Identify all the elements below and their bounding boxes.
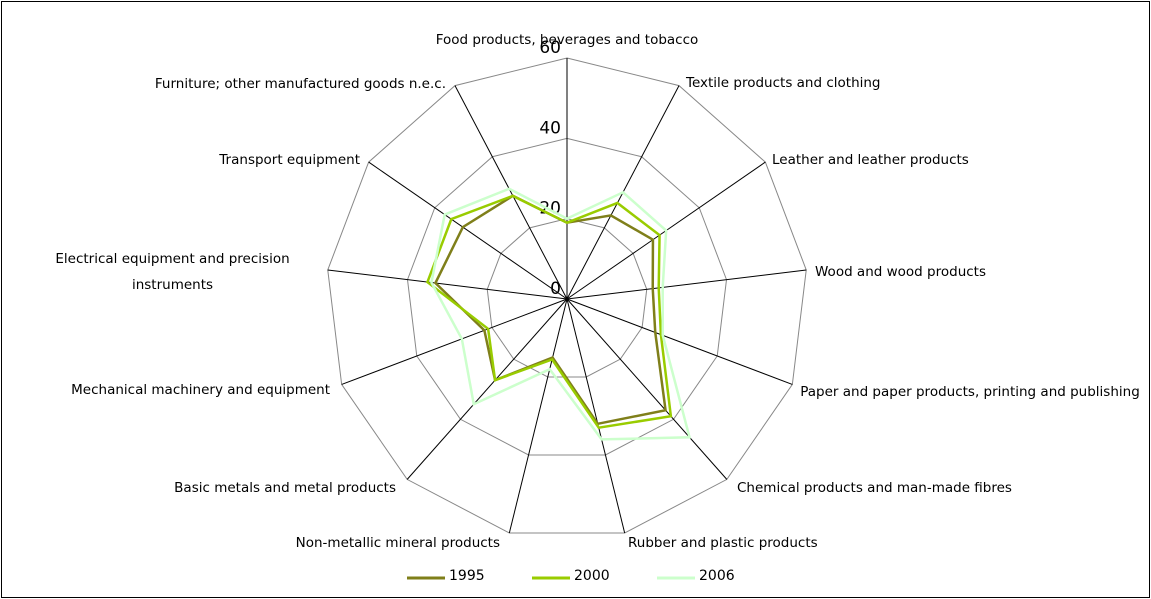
category-label: Non-metallic mineral products bbox=[295, 535, 500, 551]
category-label: Rubber and plastic products bbox=[628, 535, 818, 551]
series-line bbox=[425, 194, 673, 430]
series-line bbox=[430, 187, 692, 441]
grid-ring bbox=[406, 137, 728, 456]
legend-label: 1995 bbox=[449, 568, 485, 584]
spoke bbox=[566, 269, 807, 300]
category-label: Wood and wood products bbox=[815, 264, 987, 280]
category-label: Textile products and clothing bbox=[686, 75, 881, 91]
spoke bbox=[508, 298, 568, 534]
spoke bbox=[454, 85, 568, 300]
r-tick-label: 0 bbox=[550, 279, 561, 299]
category-label: Basic metals and metal products bbox=[174, 480, 396, 496]
r-tick-label: 60 bbox=[539, 38, 561, 58]
grid-ring bbox=[327, 57, 807, 534]
category-label: Chemical products and man-made fibres bbox=[737, 480, 1012, 496]
r-tick-label: 40 bbox=[539, 118, 561, 138]
category-label: Paper and paper products, printing and p… bbox=[800, 384, 1140, 400]
legend-label: 2000 bbox=[574, 568, 610, 584]
category-label: Mechanical machinery and equipment bbox=[71, 382, 330, 398]
spoke bbox=[327, 269, 568, 300]
series-line bbox=[433, 194, 667, 426]
category-label: Electrical equipment and precision instr… bbox=[55, 251, 290, 293]
category-label: Transport equipment bbox=[219, 152, 360, 168]
spoke bbox=[341, 298, 568, 385]
legend-label: 2006 bbox=[699, 568, 735, 584]
category-label: Furniture; other manufactured goods n.e.… bbox=[154, 76, 446, 92]
category-label: Leather and leather products bbox=[772, 152, 969, 168]
spoke bbox=[406, 298, 568, 480]
spoke bbox=[566, 298, 793, 385]
spoke bbox=[566, 298, 626, 534]
spoke bbox=[368, 161, 568, 300]
spoke bbox=[566, 298, 728, 480]
category-label: Food products, beverages and tobacco bbox=[435, 32, 699, 48]
